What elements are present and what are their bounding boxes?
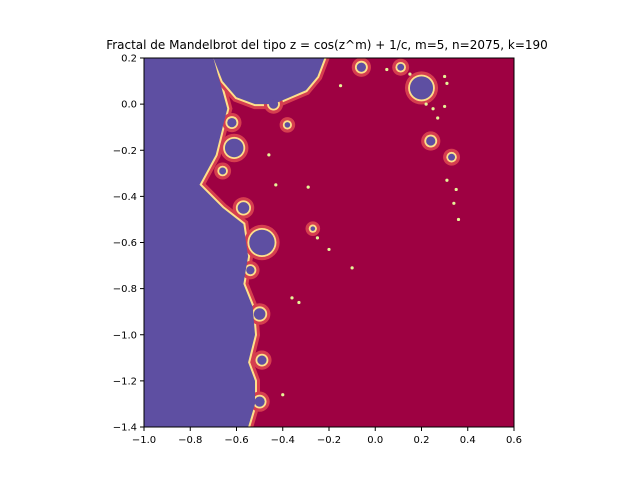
y-tick-label: 0.2: [121, 54, 137, 65]
bulb: [253, 308, 266, 320]
bulb: [268, 99, 279, 109]
bulb: [426, 136, 436, 146]
x-tick-label: 0.4: [460, 435, 476, 446]
speck: [431, 107, 435, 111]
speck: [452, 201, 456, 205]
speck: [454, 187, 458, 192]
x-tick-label: −0.6: [224, 435, 248, 446]
speck: [290, 296, 294, 300]
y-tick-label: −0.2: [113, 146, 137, 157]
inside-layer: [144, 58, 456, 427]
bulb: [224, 138, 244, 158]
speck: [306, 185, 310, 189]
bulb: [310, 226, 316, 231]
y-tick-label: −1.4: [113, 423, 137, 434]
bulb: [254, 396, 265, 407]
speck: [327, 247, 331, 252]
x-tick-label: −0.8: [178, 435, 202, 446]
left-inside-region: [144, 58, 255, 427]
speck: [338, 84, 343, 88]
speck: [281, 393, 285, 397]
speck: [456, 217, 461, 222]
bulb: [227, 117, 237, 128]
y-tick-label: −0.6: [113, 238, 137, 249]
x-tick-label: 0.6: [506, 435, 522, 446]
x-tick-label: −0.2: [317, 435, 341, 446]
y-tick-label: 0.0: [121, 100, 137, 111]
speck: [385, 67, 389, 72]
x-tick-label: −1.0: [132, 435, 156, 446]
x-tick-label: −0.4: [271, 435, 295, 446]
bulb: [249, 229, 275, 256]
bulb: [246, 266, 255, 275]
plot-area: [144, 58, 514, 427]
bulb: [219, 167, 227, 175]
speck-layer: [267, 67, 461, 397]
speck: [350, 266, 354, 270]
y-tick-label: −0.8: [113, 284, 137, 295]
top-lobe-region: [213, 58, 325, 105]
bulb: [409, 76, 434, 100]
bulb: [284, 122, 291, 128]
speck: [445, 81, 449, 85]
speck: [445, 178, 449, 182]
chart-title: Fractal de Mandelbrot del tipo z = cos(z…: [106, 38, 548, 52]
speck: [443, 104, 447, 109]
speck: [436, 116, 440, 120]
y-axis: 0.2 0.0 −0.2 −0.4 −0.6 −0.8 −1.0 −1.2 −1.4: [113, 54, 144, 434]
y-tick-label: −1.2: [113, 376, 137, 387]
bulb: [356, 62, 366, 72]
x-axis: −1.0 −0.8 −0.6 −0.4 −0.2 0.0 0.2 0.4 0.6: [132, 427, 522, 446]
x-tick-label: 0.2: [414, 435, 430, 446]
speck: [274, 183, 278, 187]
speck: [424, 102, 428, 106]
speck: [297, 300, 301, 305]
y-tick-label: −0.4: [113, 192, 137, 203]
speck: [267, 153, 271, 157]
bulb: [237, 202, 250, 214]
speck: [443, 74, 447, 79]
speck: [408, 72, 412, 76]
speck: [315, 236, 320, 240]
bulb: [257, 355, 267, 365]
x-tick-label: 0.0: [367, 435, 383, 446]
y-tick-label: −1.0: [113, 330, 137, 341]
bulb: [448, 153, 456, 161]
bulb: [397, 63, 405, 71]
